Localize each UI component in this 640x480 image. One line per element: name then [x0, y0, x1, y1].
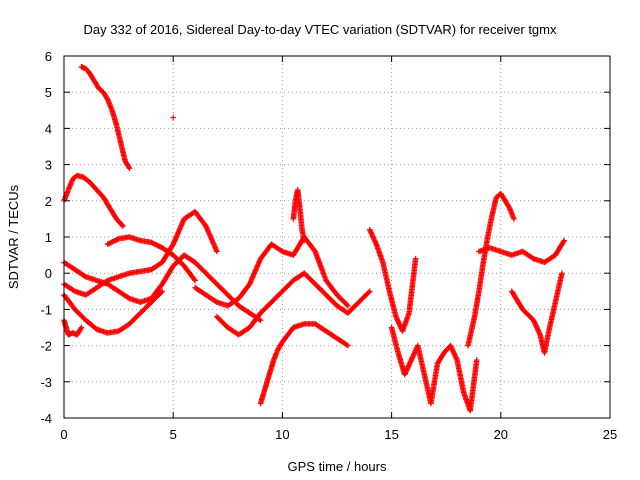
data-point: [77, 325, 84, 332]
series-isolated-point: [170, 114, 176, 121]
series-arc-14-16h: [366, 226, 419, 334]
y-tick-label: -1: [40, 302, 52, 317]
data-point: [343, 341, 350, 348]
data-point: [81, 273, 88, 279]
y-tick-label: 4: [45, 121, 52, 136]
series-arc-15-19h-deep: [388, 324, 480, 414]
data-point: [114, 236, 121, 243]
data-point: [159, 288, 166, 295]
series-arc-0-9h-middle: [61, 252, 264, 324]
series-arc-early-high: [78, 64, 133, 172]
y-tick-label: -4: [40, 411, 52, 426]
data-point: [473, 357, 480, 363]
y-tick-label: -2: [40, 339, 52, 354]
x-axis-label: GPS time / hours: [288, 459, 387, 474]
x-tick-label: 10: [275, 427, 289, 442]
y-tick-label: 1: [45, 230, 52, 245]
data-point: [529, 255, 536, 261]
data-point: [120, 223, 126, 229]
data-point: [345, 302, 351, 309]
x-tick-label: 15: [384, 427, 398, 442]
series-arc-19-23h-upper: [476, 237, 567, 266]
series-arc-0-2h-lower: [61, 317, 85, 338]
series-arc-0-5h-lower-band: [61, 288, 166, 336]
series-arc-7-14h-center: [214, 270, 373, 338]
y-tick-label: 6: [45, 49, 52, 64]
x-tick-label: 5: [170, 427, 177, 442]
data-point: [125, 294, 132, 301]
series-arc-9-13h-low: [257, 321, 351, 407]
axis-ticks: 0 5 10 15 20 25 -4 -3 -2 -1 0 1 2 3 4 5 6: [40, 49, 617, 442]
series-arc-10.5-spike: [290, 187, 308, 244]
data-point: [412, 255, 419, 262]
x-tick-label: 20: [494, 427, 508, 442]
data-point: [344, 301, 350, 308]
data-point: [103, 278, 110, 285]
data-point: [191, 276, 197, 283]
data-point: [214, 248, 220, 255]
y-tick-label: -3: [40, 375, 52, 390]
series-arc-0-7h-rising: [61, 208, 220, 298]
data-point: [125, 164, 132, 170]
data-point: [170, 114, 176, 121]
data-point: [192, 277, 198, 284]
data-point: [278, 247, 284, 254]
series-arc-2-6h-plateau: [104, 234, 198, 284]
data-point: [257, 317, 264, 324]
data-point: [78, 324, 85, 331]
data-point: [70, 287, 77, 294]
series-arc-20.5-23h-lower: [508, 270, 565, 356]
data-point: [511, 216, 517, 222]
chart-title: Day 332 of 2016, Sidereal Day-to-day VTE…: [84, 22, 557, 37]
data-point: [560, 239, 567, 245]
data-point: [126, 165, 133, 172]
data-point: [212, 298, 219, 305]
data-point: [366, 288, 373, 295]
x-tick-label: 25: [603, 427, 617, 442]
grid-lines: [64, 56, 610, 418]
y-tick-label: 2: [45, 194, 52, 209]
data-point: [345, 342, 351, 349]
data-point: [559, 270, 565, 276]
y-tick-label: 0: [45, 266, 52, 281]
data-point: [158, 289, 165, 296]
y-axis-label: SDTVAR / TECUs: [6, 184, 21, 289]
data-point: [365, 289, 372, 296]
y-tick-label: 3: [45, 158, 52, 173]
series-arc-18-20h-rise: [465, 190, 517, 349]
data-point: [301, 237, 308, 244]
data-points: [61, 64, 567, 414]
series-arc-6-13h-mid: [192, 234, 351, 309]
y-tick-label: 5: [45, 85, 52, 100]
data-point: [561, 237, 567, 244]
data-point: [119, 222, 125, 228]
x-tick-label: 0: [60, 427, 67, 442]
